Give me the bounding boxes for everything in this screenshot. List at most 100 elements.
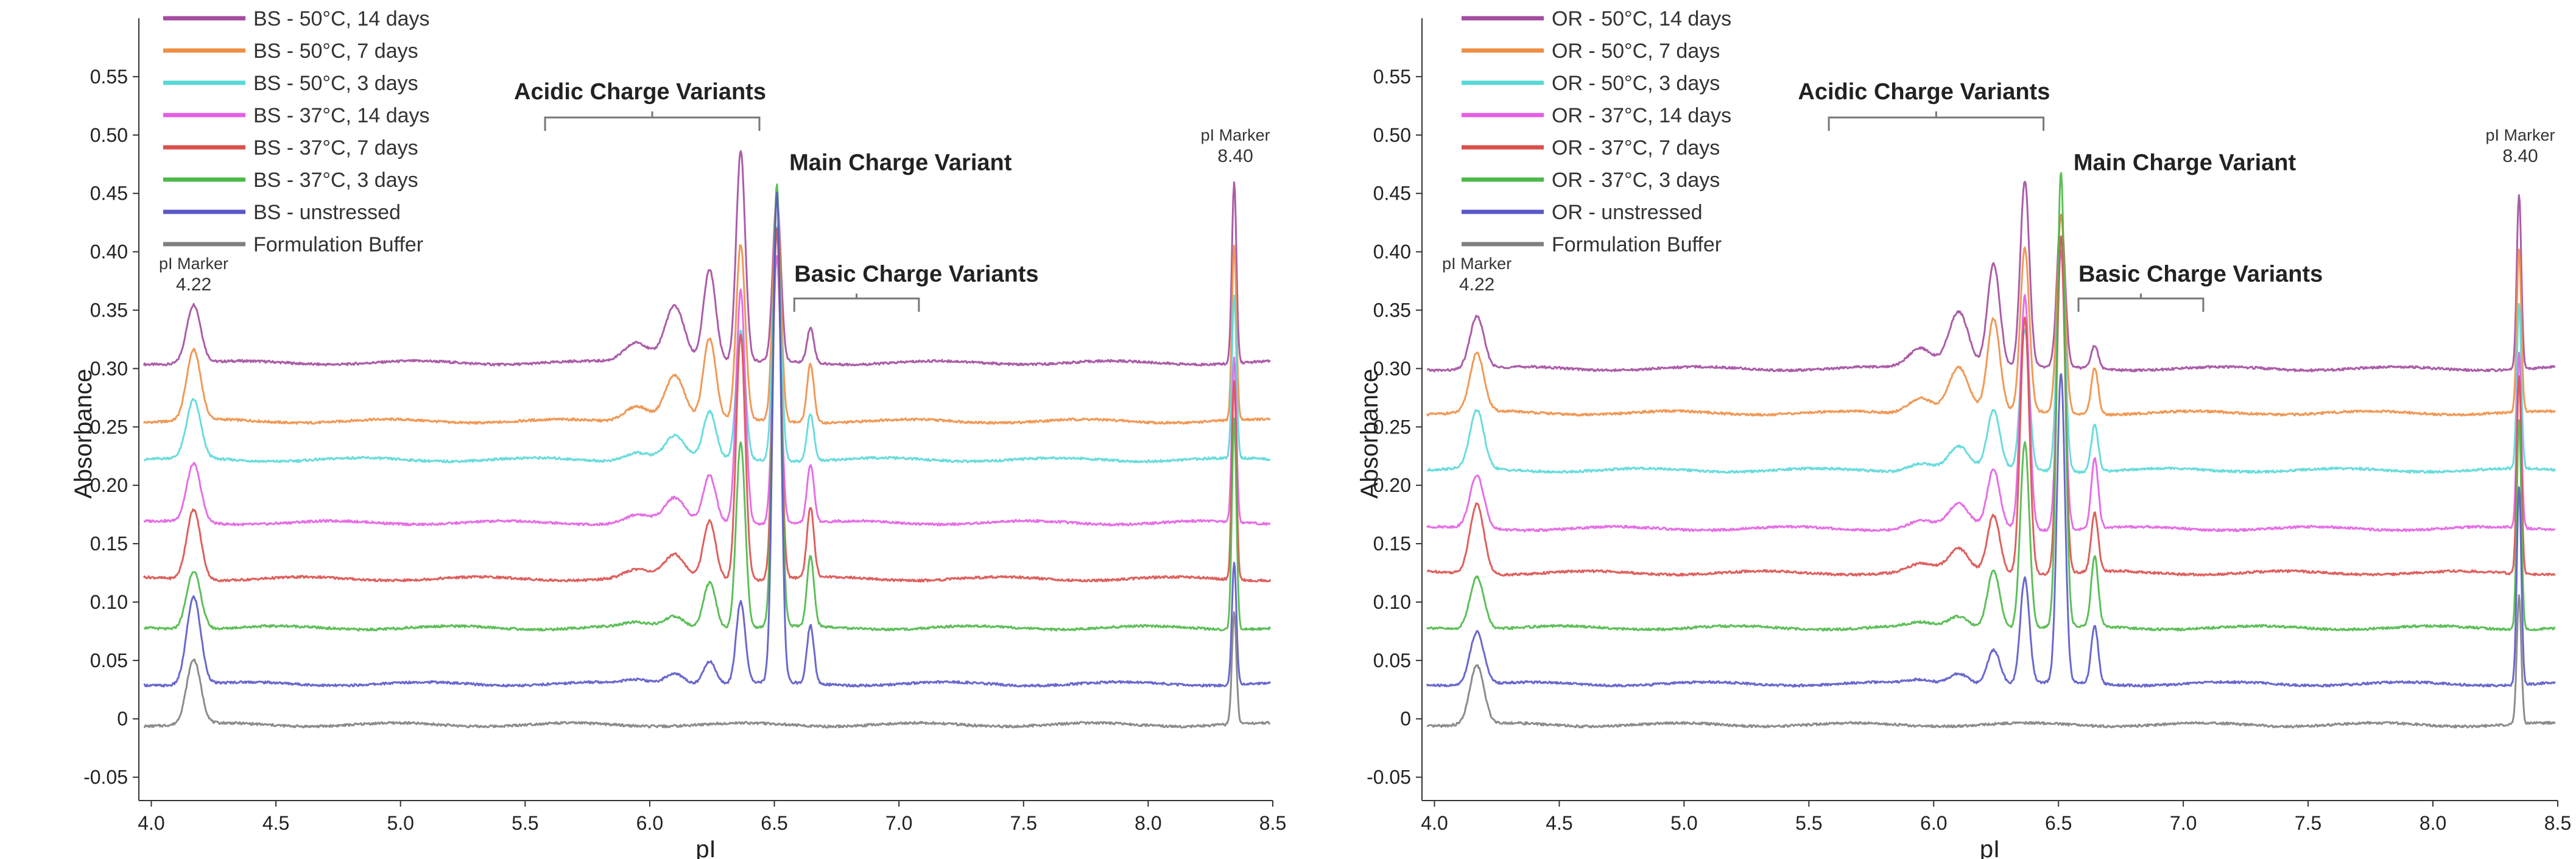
left-y-tick-label: 0.45 [90, 183, 128, 205]
left-x-axis-label: pI [695, 836, 716, 859]
left-y-tick-label: 0.55 [90, 66, 128, 88]
left-y-tick-label: 0.40 [90, 241, 128, 263]
left-marker1-label: pI Marker [159, 254, 228, 273]
legend-label-or-50c-3-days: OR - 50°C, 3 days [1552, 72, 1720, 95]
left-main-label: Main Charge Variant [789, 150, 1012, 175]
right-y-tick-label: 0.15 [1373, 533, 1411, 555]
series-line-bs-37c-3-days [143, 183, 1272, 632]
left-y-axis-label: Absorbance [70, 369, 97, 499]
series-line-bs-37c-7-days [143, 228, 1272, 583]
series-line-formulation-buffer [1426, 594, 2556, 729]
right-x-tick-label: 4.5 [1546, 812, 1572, 834]
right-y-tick-label: 0.45 [1373, 183, 1411, 205]
right-y-tick-label: 0.25 [1373, 416, 1411, 438]
right-y-tick-label: -0.05 [1367, 766, 1411, 788]
left-x-tick-label: 7.5 [1010, 812, 1037, 834]
legend-label-bs-37c-3-days: BS - 37°C, 3 days [253, 169, 418, 192]
right-acidic-bracket [1828, 111, 2045, 131]
right-y-tick-label: 0.40 [1373, 241, 1411, 263]
left-basic-bracket [793, 293, 920, 312]
legend-label-bs-50c-14-days: BS - 50°C, 14 days [253, 7, 430, 30]
left-x-tick-label: 4.5 [262, 812, 289, 834]
series-line-bs-37c-14-days [143, 255, 1271, 527]
right-y-tick-label: 0.30 [1373, 357, 1411, 379]
left-x-tick-label: 6.5 [761, 812, 787, 834]
legend-label-bs-37c-7-days: BS - 37°C, 7 days [253, 136, 418, 160]
left-y-tick-label: -0.05 [83, 766, 128, 788]
left-y-tick-label: 0.30 [90, 357, 128, 379]
series-line-formulation-buffer [144, 611, 1271, 729]
right-marker1-value: 4.22 [1459, 275, 1494, 295]
legend-label-or-50c-7-days: OR - 50°C, 7 days [1552, 40, 1720, 63]
right-x-tick-label: 5.0 [1670, 812, 1697, 834]
right-main-label: Main Charge Variant [2074, 150, 2296, 175]
right-y-tick-label: 0.35 [1373, 299, 1411, 321]
legend-label-bs-50c-3-days: BS - 50°C, 3 days [253, 72, 418, 95]
left-x-tick-label: 4.0 [138, 812, 164, 834]
legend-label-bs-37c-14-days: BS - 37°C, 14 days [253, 104, 430, 127]
left-basic-label: Basic Charge Variants [794, 261, 1038, 287]
right-y-tick-label: 0.10 [1373, 591, 1411, 613]
right-acidic-label: Acidic Charge Variants [1798, 79, 2050, 105]
left-x-tick-label: 5.5 [512, 812, 538, 834]
left-y-tick-label: 0.35 [90, 299, 128, 321]
series-line-bs-unstressed [143, 191, 1272, 688]
right-x-tick-label: 5.5 [1795, 812, 1822, 834]
left-acidic-label: Acidic Charge Variants [514, 79, 766, 105]
left-panel: -0.05 0 0.05 0.10 0.15 0.20 0.25 0.30 0.35 0.40 0.… [70, 7, 1286, 859]
left-y-tick-label: 0.20 [90, 474, 128, 496]
legend-label-or-50c-14-days: OR - 50°C, 14 days [1552, 7, 1731, 30]
series-line-or-37c-14-days [1426, 248, 2556, 533]
right-basic-label: Basic Charge Variants [2078, 261, 2323, 287]
series-line-or-37c-3-days [1426, 172, 2556, 632]
legend-label-formulation-buffer: Formulation Buffer [253, 233, 423, 256]
series-line-or-50c-7-days [1426, 214, 2556, 417]
left-x-tick-label: 8.0 [1135, 812, 1161, 834]
left-acidic-bracket [544, 111, 761, 131]
left-y-tick-label: 0.05 [90, 650, 128, 671]
left-y-tick-label: 0 [117, 708, 128, 730]
series-line-or-37c-7-days [1427, 235, 2556, 577]
series-line-bs-50c-14-days [143, 150, 1271, 367]
left-x-tick-label: 6.0 [636, 812, 663, 834]
left-y-tick-label: 0.10 [90, 591, 128, 613]
left-y-tick-label: 0.50 [90, 124, 128, 146]
legend-label-or-37c-7-days: OR - 37°C, 7 days [1552, 136, 1720, 160]
right-x-tick-label: 8.5 [2544, 812, 2571, 834]
right-y-tick-label: 0 [1400, 708, 1411, 730]
right-y-tick-label: 0.20 [1373, 474, 1411, 496]
right-x-tick-label: 6.0 [1920, 812, 1947, 834]
left-x-tick-label: 7.0 [885, 812, 912, 834]
right-legend: OR - 50°C, 14 days OR - 50°C, 7 days OR - … [1462, 7, 1731, 256]
right-x-tick-label: 7.5 [2295, 812, 2321, 834]
right-marker2-value: 8.40 [2502, 146, 2538, 166]
legend-label-bs-50c-7-days: BS - 50°C, 7 days [253, 40, 418, 63]
right-x-tick-label: 7.0 [2170, 812, 2197, 834]
right-y-tick-label: 0.05 [1373, 650, 1411, 671]
legend-label-or-37c-14-days: OR - 37°C, 14 days [1552, 104, 1731, 127]
right-y-axis-label: Absorbance [1356, 369, 1383, 499]
right-x-tick-label: 8.0 [2419, 812, 2446, 834]
series-line-bs-50c-7-days [143, 198, 1271, 425]
left-marker2-value: 8.40 [1217, 146, 1253, 166]
series-line-or-50c-14-days [1427, 180, 2556, 373]
left-marker1-value: 4.22 [176, 275, 211, 295]
series-line-or-unstressed [1426, 373, 2557, 688]
right-marker2-label: pI Marker [2486, 126, 2555, 144]
right-y-tick-label: 0.55 [1373, 66, 1411, 88]
series-line-or-50c-3-days [1426, 238, 2557, 474]
left-y-tick-label: 0.25 [90, 416, 128, 438]
legend-label-bs-unstressed: BS - unstressed [253, 201, 401, 224]
left-y-tick-label: 0.15 [90, 533, 128, 555]
left-legend: BS - 50°C, 14 days BS - 50°C, 7 days BS - … [163, 7, 430, 256]
left-x-tick-label: 8.5 [1259, 812, 1286, 834]
left-marker2-label: pI Marker [1201, 126, 1270, 144]
legend-label-or-37c-3-days: OR - 37°C, 3 days [1552, 169, 1720, 192]
right-x-tick-label: 6.5 [2045, 812, 2072, 834]
legend-label-formulation-buffer: Formulation Buffer [1552, 233, 1722, 256]
right-y-tick-label: 0.50 [1373, 124, 1411, 146]
left-x-tick-label: 5.0 [387, 812, 413, 834]
right-panel: -0.05 0 0.05 0.10 0.15 0.20 0.25 0.30 0.35 0.40 0.… [1356, 7, 2571, 859]
series-line-bs-50c-3-days [143, 226, 1271, 464]
